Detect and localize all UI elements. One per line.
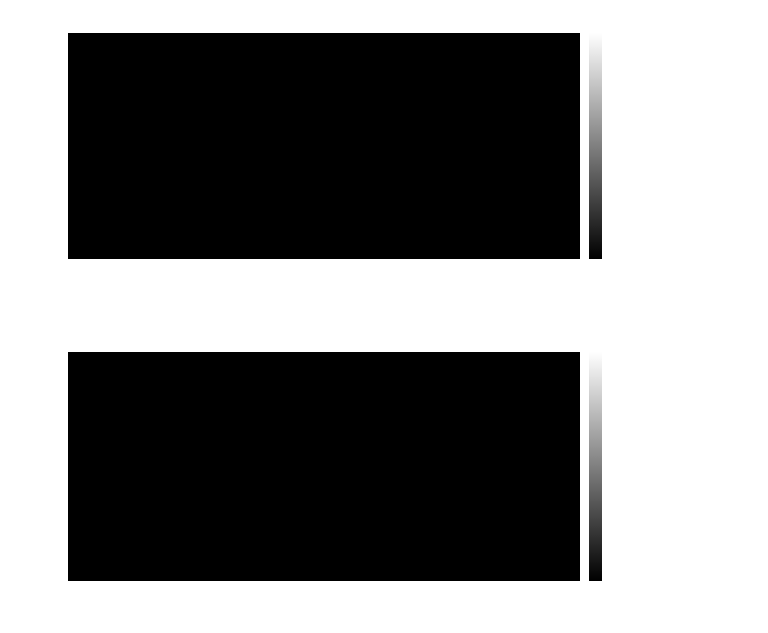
- panel-b-colorbar: [589, 352, 602, 581]
- panel-b-density-streamline-canvas: [68, 352, 580, 581]
- panel-a-plot: [68, 33, 580, 259]
- panel-a-colorbar-ticks: [607, 33, 647, 259]
- panel-a-x-axis-ticks: [68, 262, 580, 282]
- panel-b-colorbar-ticks: [607, 352, 647, 581]
- panel-a-z-axis-ticks: [14, 33, 62, 259]
- panel-a-colorbar: [589, 33, 602, 259]
- panel-b-x-axis-ticks: [68, 585, 580, 605]
- panel-b-z-axis-ticks: [14, 352, 62, 581]
- panel-b-plot: [68, 352, 580, 581]
- panel-a-density-streamline-canvas: [68, 33, 580, 259]
